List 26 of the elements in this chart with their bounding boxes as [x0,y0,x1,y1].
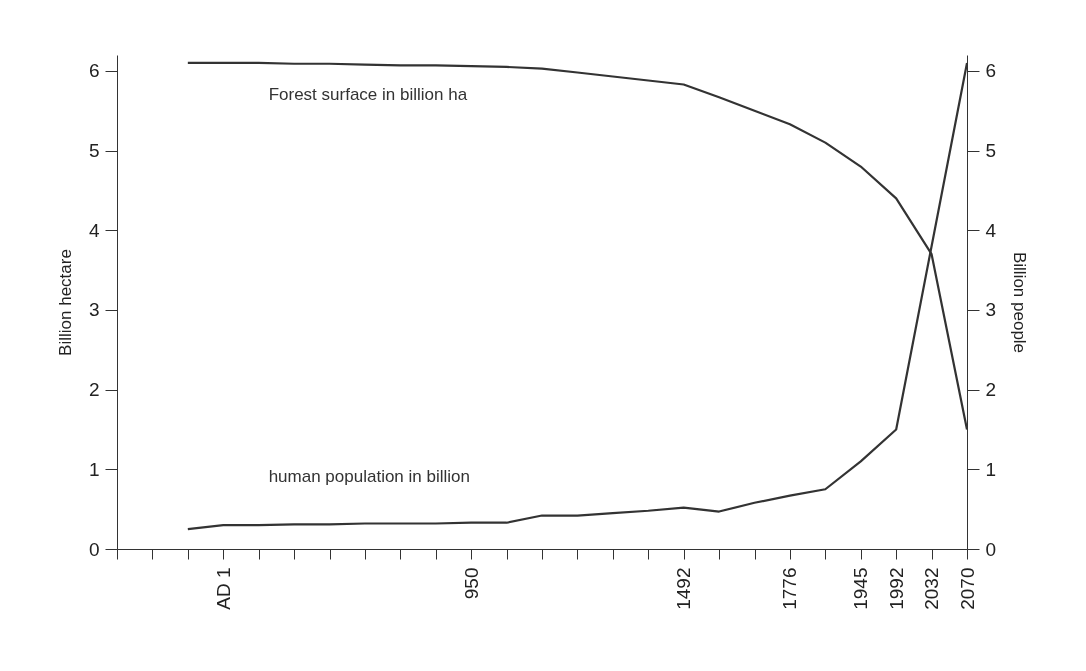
x-tick-label: 1492 [673,567,695,610]
series-label: Forest surface in billion ha [268,84,468,104]
x-tick-label: 2070 [956,567,978,610]
y-tick-label: 3 [88,299,100,321]
y-tick-label: 4 [88,219,100,241]
y-tick-label: 1 [88,458,100,480]
y2-tick-label: 2 [985,379,997,401]
x-tick-label: 1776 [779,567,801,610]
y2-tick-label: 6 [985,60,997,82]
x-tick-label: 1945 [850,567,872,610]
y2-tick-label: 3 [985,299,997,321]
y2-tick-label: 0 [985,538,997,560]
y-tick-label: 0 [88,538,100,560]
y2-tick-label: 5 [985,140,997,162]
x-tick-label: AD 1 [212,567,234,610]
y-axis-title: Billion hectare [55,249,75,356]
x-tick-label: 2032 [921,567,943,610]
y-tick-label: 2 [88,379,100,401]
text: human population in billion [268,467,470,487]
y-tick-label: 6 [88,60,100,82]
y2-tick-label: 4 [985,219,997,241]
x-tick-label: 1992 [885,567,907,610]
y-tick-label: 5 [88,140,100,162]
x-tick-label: 950 [460,567,482,600]
y2-axis-title: Billion people [1010,251,1030,354]
y2-tick-label: 1 [985,458,997,480]
